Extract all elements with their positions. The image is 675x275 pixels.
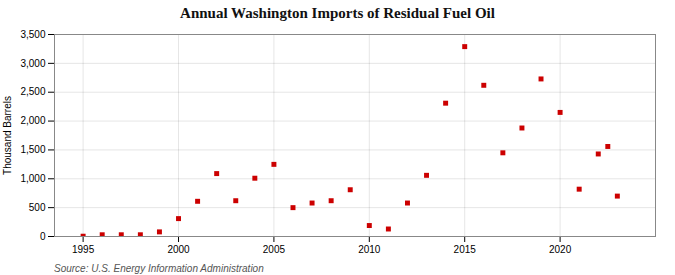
svg-text:2020: 2020 — [549, 244, 572, 255]
svg-text:3,500: 3,500 — [20, 29, 45, 40]
svg-text:Thousand Barrels: Thousand Barrels — [2, 96, 13, 175]
svg-text:500: 500 — [29, 202, 46, 213]
svg-text:0: 0 — [40, 231, 46, 242]
svg-text:2,500: 2,500 — [20, 86, 45, 97]
svg-text:1,000: 1,000 — [20, 173, 45, 184]
svg-text:1,500: 1,500 — [20, 144, 45, 155]
svg-text:2015: 2015 — [454, 244, 477, 255]
svg-text:3,000: 3,000 — [20, 58, 45, 69]
svg-text:2010: 2010 — [358, 244, 381, 255]
svg-text:2,000: 2,000 — [20, 115, 45, 126]
svg-text:2005: 2005 — [263, 244, 286, 255]
svg-text:2000: 2000 — [167, 244, 190, 255]
html-text:Source: U.S. Energy Informatio: Source: U.S. Energy Information Administ… — [54, 263, 264, 274]
svg-text:1995: 1995 — [72, 244, 95, 255]
html-text:Annual Washington Imports of R: Annual Washington Imports of Residual Fu… — [180, 5, 495, 21]
